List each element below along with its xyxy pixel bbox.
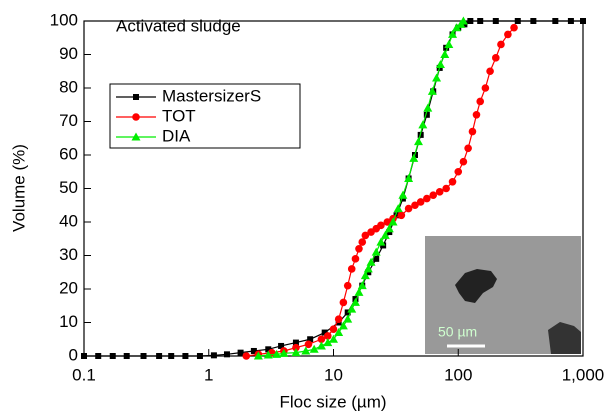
marker <box>449 178 457 186</box>
marker <box>442 185 450 193</box>
x-tick-label: 1 <box>204 365 213 384</box>
marker <box>182 353 188 359</box>
marker <box>352 255 360 263</box>
marker <box>211 352 217 358</box>
y-tick-label: 90 <box>59 44 78 63</box>
marker <box>486 67 494 75</box>
marker <box>348 265 356 273</box>
marker <box>497 41 505 49</box>
legend-label: DIA <box>162 126 191 145</box>
marker <box>515 18 521 24</box>
x-tick-label: 100 <box>444 365 472 384</box>
inset-scale-label: 50 µm <box>438 324 477 340</box>
marker <box>358 281 367 289</box>
marker <box>358 238 366 246</box>
marker <box>476 98 484 106</box>
marker <box>473 111 481 119</box>
marker <box>436 188 444 196</box>
marker <box>530 18 536 24</box>
marker <box>95 353 101 359</box>
marker <box>351 298 360 306</box>
y-tick-label: 50 <box>59 178 78 197</box>
y-tick-label: 40 <box>59 211 78 230</box>
marker <box>168 353 174 359</box>
marker <box>492 54 500 62</box>
marker <box>330 325 338 333</box>
marker <box>394 204 403 212</box>
x-tick-label: 0.1 <box>72 365 96 384</box>
annotation: Activated sludge <box>116 16 241 35</box>
marker <box>482 84 490 92</box>
y-tick-label: 10 <box>59 312 78 331</box>
inset-image: 50 µm <box>425 236 581 354</box>
marker <box>469 128 477 136</box>
legend-label: MastersizerS <box>162 86 261 105</box>
marker <box>552 18 558 24</box>
legend-marker <box>132 113 140 121</box>
marker <box>156 353 162 359</box>
marker <box>477 18 483 24</box>
marker <box>464 145 472 153</box>
marker <box>335 315 343 323</box>
y-tick-label: 100 <box>50 10 78 29</box>
marker <box>238 350 244 356</box>
marker <box>398 212 406 220</box>
marker <box>504 31 512 39</box>
marker <box>197 353 203 359</box>
marker <box>423 104 432 112</box>
marker <box>398 191 407 199</box>
marker <box>404 174 413 182</box>
x-axis-label: Floc size (µm) <box>279 392 386 411</box>
marker <box>510 24 518 32</box>
marker <box>460 158 468 166</box>
marker <box>110 353 116 359</box>
marker <box>429 191 437 199</box>
marker <box>224 351 230 357</box>
marker <box>432 73 441 81</box>
marker <box>418 120 427 128</box>
x-tick-label: 10 <box>324 365 343 384</box>
legend-marker <box>133 94 139 100</box>
y-axis-label: Volume (%) <box>9 144 28 232</box>
marker <box>493 18 499 24</box>
marker <box>467 18 473 24</box>
y-tick-label: 70 <box>59 111 78 130</box>
marker <box>454 168 462 176</box>
marker <box>414 137 423 145</box>
y-tick-label: 20 <box>59 278 78 297</box>
y-tick-label: 0 <box>69 345 78 364</box>
y-tick-label: 30 <box>59 245 78 264</box>
marker <box>355 245 363 253</box>
marker <box>340 299 348 307</box>
marker <box>440 50 449 58</box>
marker <box>344 282 352 290</box>
marker <box>124 353 130 359</box>
y-tick-label: 60 <box>59 144 78 163</box>
y-tick-label: 80 <box>59 77 78 96</box>
marker <box>81 353 87 359</box>
legend-label: TOT <box>162 106 196 125</box>
marker <box>436 60 445 68</box>
marker <box>568 18 574 24</box>
marker <box>141 353 147 359</box>
chart: Activated sludge Floc size (µm) Volume (… <box>0 0 612 415</box>
marker <box>243 352 251 360</box>
marker <box>444 40 453 48</box>
marker <box>580 18 586 24</box>
x-tick-label: 1,000 <box>562 365 605 384</box>
